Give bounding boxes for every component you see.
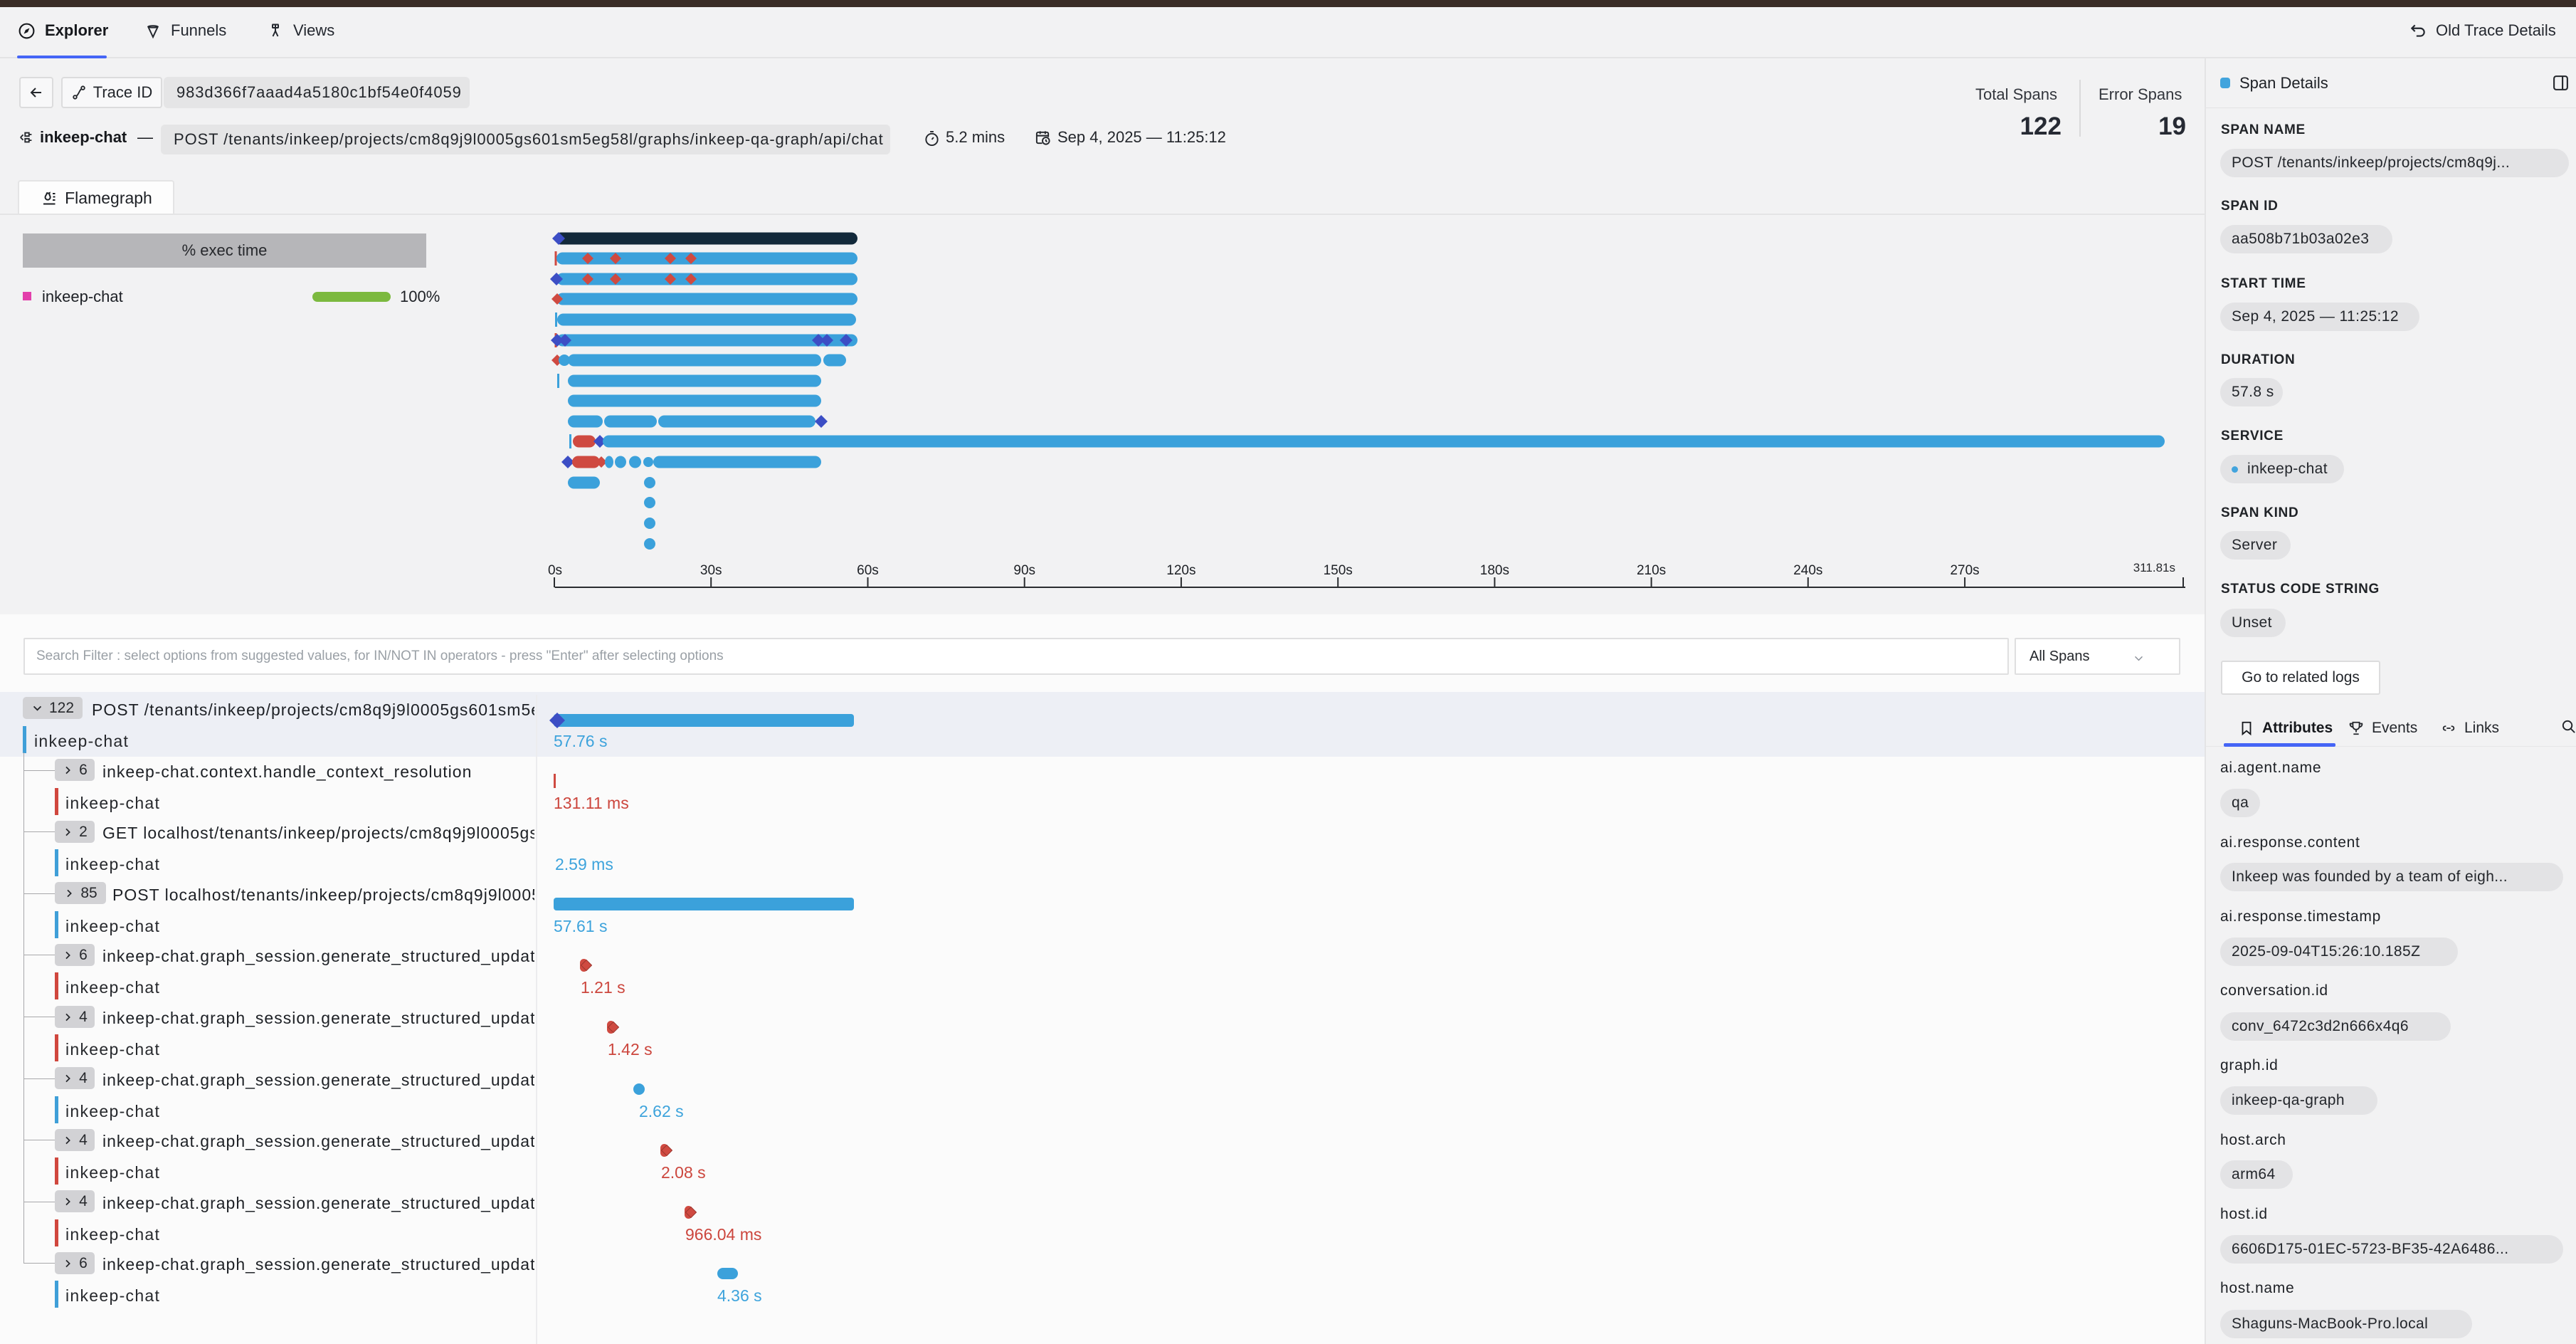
svg-text:90s: 90s: [1013, 563, 1035, 578]
svg-text:60s: 60s: [857, 563, 879, 578]
svg-text:210s: 210s: [1637, 563, 1666, 578]
svg-text:240s: 240s: [1793, 563, 1822, 578]
svg-text:0s: 0s: [548, 563, 562, 578]
svg-text:311.81s: 311.81s: [2133, 561, 2175, 574]
svg-text:150s: 150s: [1324, 563, 1353, 578]
svg-text:180s: 180s: [1480, 563, 1509, 578]
svg-text:30s: 30s: [700, 563, 722, 578]
svg-text:270s: 270s: [1950, 563, 1979, 578]
svg-text:120s: 120s: [1166, 563, 1195, 578]
